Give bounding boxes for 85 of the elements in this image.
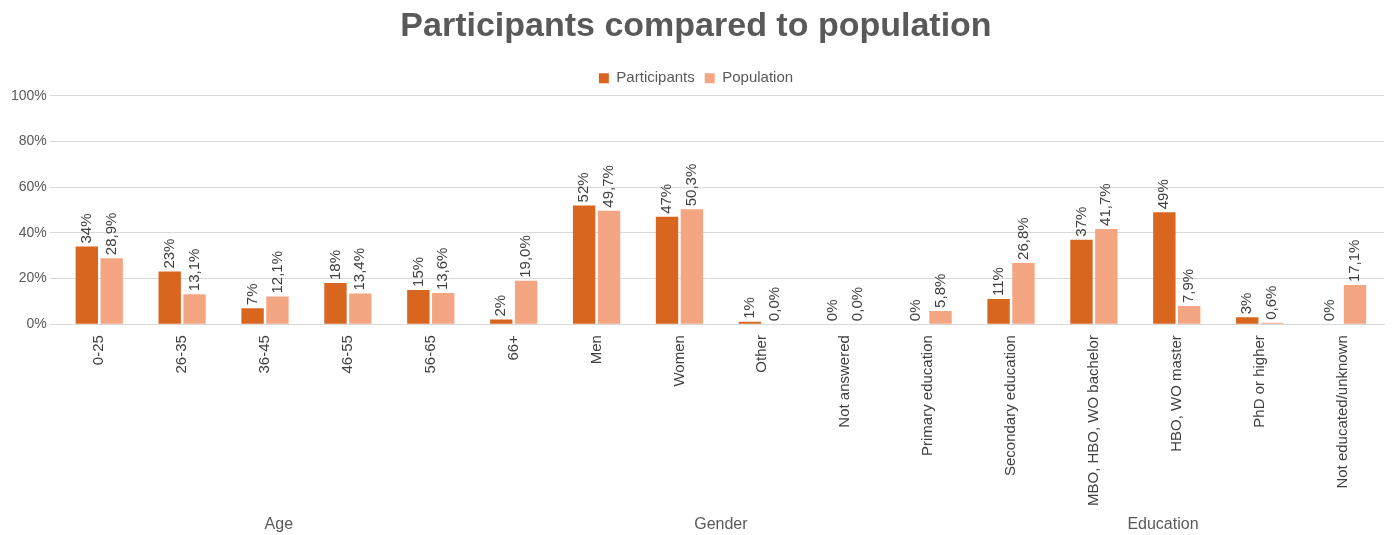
data-label: 0,0% [847,286,865,322]
bar [266,296,289,324]
data-label: 13,4% [350,247,368,291]
x-tick-label: 0-25 [89,335,107,366]
x-tick-label: Secondary education [1001,335,1019,477]
data-label: 49% [1154,179,1172,210]
y-tick-label: 40% [18,223,47,240]
data-label: 7,9% [1179,268,1197,304]
data-label: 50,3% [682,163,700,207]
text: Age [264,515,294,533]
bar [490,319,513,324]
bar [158,271,181,324]
x-tick-label: Other [752,335,770,373]
bar [349,293,372,324]
y-tick-label: 0% [26,314,47,331]
x-tick-label: 66+ [503,334,521,361]
data-label: 5,8% [930,273,948,308]
x-tick-label: Not answered [835,335,853,428]
bar [514,280,538,324]
bar [1236,317,1259,324]
x-tick-label: HBO, WO master [1166,335,1184,452]
legend-label: Participants [616,68,695,86]
data-label: 34% [76,213,94,244]
data-label: 28,9% [101,212,119,256]
bar [597,210,621,324]
y-tick-label: 80% [18,132,47,149]
legend-label: Population [722,68,794,86]
y-tick-label: 60% [18,177,47,194]
data-label: 15% [408,256,426,287]
chart-title: Participants compared to population [400,4,992,43]
text: Education [1127,515,1199,533]
bar [1095,228,1118,324]
data-label: 7% [242,283,260,306]
bar [1070,239,1093,324]
data-label: 26,8% [1013,217,1031,260]
x-tick-label: Men [586,335,604,365]
bar [183,294,206,324]
data-label: 41,7% [1096,183,1114,226]
x-tick-label: 36-45 [255,335,273,374]
data-label: 13,6% [433,247,451,291]
data-label: 52% [574,172,592,203]
data-label: 0% [1320,299,1338,322]
bar [1343,285,1367,324]
bar [324,283,347,324]
text: Gender [694,515,749,533]
bar [100,258,123,324]
data-label: 37% [1071,206,1089,237]
bar [1012,262,1035,324]
data-label: 2% [491,294,509,317]
bar [432,293,455,324]
data-label: 47% [657,183,675,214]
x-tick-label: PhD or higher [1249,335,1267,428]
data-label: 11% [988,267,1006,297]
x-tick-label: MBO, HBO, WO bachelor [1084,335,1102,506]
data-label: 18% [325,250,343,281]
bar [407,289,430,324]
data-label: 13,1% [184,248,202,292]
x-tick-label: 46-55 [338,335,356,374]
x-tick-label: 26-35 [172,335,190,374]
data-label: 49,7% [599,165,617,208]
x-tick-label: 56-65 [420,335,438,374]
data-label: 0% [905,299,923,322]
data-label: 0,6% [1262,285,1280,320]
data-label: 23% [159,238,177,269]
x-tick-label: Women [669,335,687,387]
x-tick-label: Primary education [918,335,936,457]
bar [75,246,99,324]
bar [241,308,264,324]
data-label: 0% [822,299,840,322]
bar [1153,212,1176,324]
data-label: 17,1% [1345,239,1363,283]
data-label: 12,1% [267,250,285,294]
bar [680,209,704,324]
data-label: 0,0% [764,286,782,322]
bar [655,216,679,324]
x-tick-label: Not educated/unknown [1332,335,1350,489]
bar [572,205,596,324]
bar [929,310,952,324]
data-label: 19,0% [516,235,534,278]
data-label: 1% [740,297,758,319]
y-tick-label: 20% [18,269,47,286]
bar [1178,306,1201,324]
data-label: 3% [1237,292,1255,315]
y-tick-label: 100% [10,86,47,103]
bar [987,299,1010,324]
